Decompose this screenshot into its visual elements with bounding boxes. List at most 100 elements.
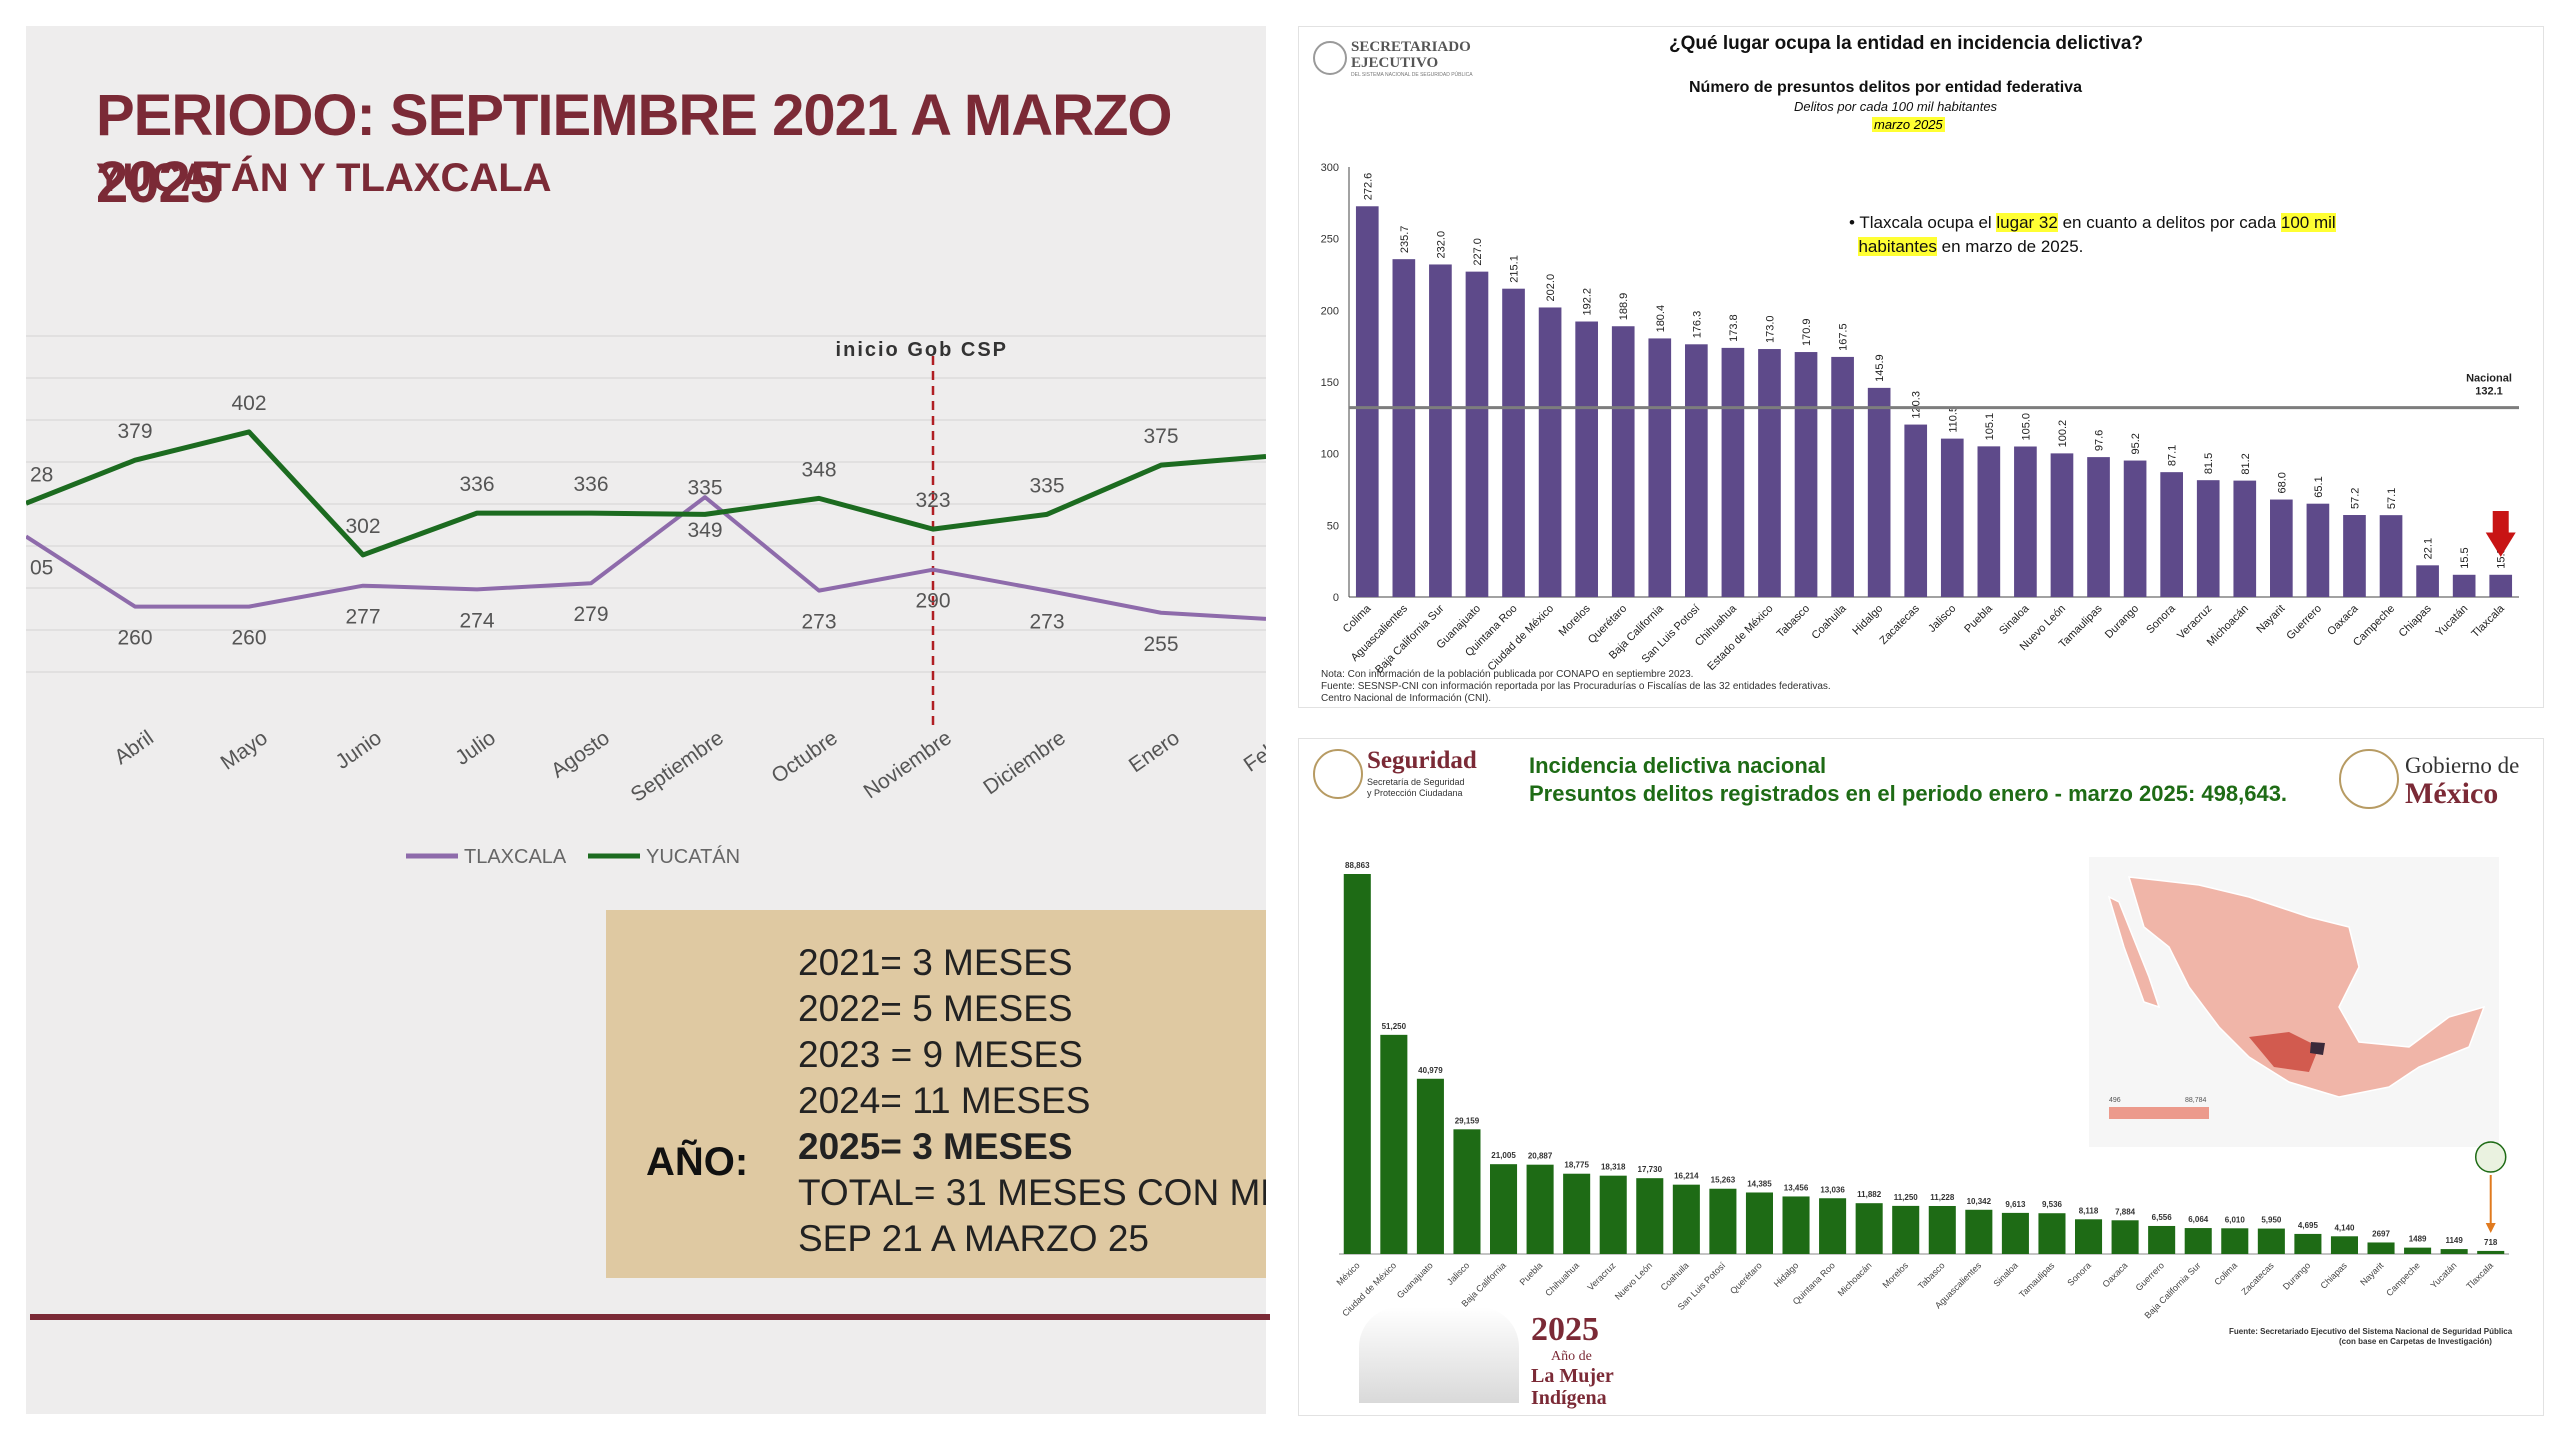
x-tick-label: México: [1334, 1260, 1361, 1287]
x-tick-label: Sinaloa: [1997, 602, 2032, 637]
bar-value-label: 235.7: [1399, 226, 1411, 254]
bar: [2196, 480, 2220, 597]
bar: [2294, 1233, 2322, 1254]
bar-value-label: 97.6: [2094, 430, 2106, 451]
tlaxcala-yucatan-line-chart: Abril Mayo Junio Julio Agosto Septiembre Octub…: [26, 335, 1266, 868]
bar: [2343, 515, 2366, 597]
x-tick-label: Tlaxcala: [2469, 602, 2507, 640]
x-tick-label: Querétaro: [1728, 1260, 1764, 1296]
bar: [1636, 1178, 1664, 1254]
data-label: 402: [231, 392, 266, 415]
x-tick-label: Diciembre: [979, 726, 1070, 799]
bar-value-label: 145.9: [1874, 354, 1886, 382]
year-summary-box: AÑO: 2021= 3 MESES 2022= 5 MESES 2023 = …: [606, 910, 1266, 1278]
x-tick-label: Hidalgo: [1772, 1260, 1801, 1289]
x-tick-label: Agosto: [547, 726, 614, 782]
bar-value-label: 17,730: [1638, 1165, 1663, 1174]
bar: [2038, 1213, 2066, 1254]
x-tick-label: Tabasco: [1916, 1260, 1947, 1291]
bar: [1782, 1196, 1810, 1254]
seguridad-sub1: Secretaría de Seguridad: [1367, 777, 1465, 787]
data-label: 255: [1143, 633, 1178, 656]
bar: [1977, 446, 2001, 597]
bar-value-label: 188.9: [1618, 293, 1630, 321]
bar: [2123, 460, 2147, 597]
footer-rule: [30, 1314, 1270, 1320]
bar: [1855, 1203, 1883, 1254]
bar-value-label: 2697: [2372, 1229, 2390, 1238]
bar-value-label: 87.1: [2167, 445, 2179, 466]
map-legend-high: 88,784: [2185, 1097, 2207, 1104]
bar-value-label: 6,556: [2152, 1213, 2173, 1222]
tlaxcala-region: [2310, 1042, 2325, 1055]
x-tick-label: Hidalgo: [1850, 603, 1885, 638]
bar-value-label: 57.1: [2386, 488, 2398, 509]
year-line: 2025= 3 MESES: [798, 1126, 1073, 1167]
seguridad-sub2: y Protección Ciudadana: [1367, 788, 1463, 798]
x-tick-label: Puebla: [1518, 1260, 1545, 1287]
bar: [2330, 1236, 2358, 1254]
bar: [1648, 338, 1672, 597]
bar: [2221, 1228, 2249, 1254]
bar: [2160, 472, 2183, 597]
source-line1: Fuente: Secretariado Ejecutivo del Siste…: [2229, 1327, 2513, 1336]
data-label: 335: [1029, 474, 1064, 497]
data-label: 05: [30, 556, 53, 579]
org-name-2: EJECUTIVO: [1351, 55, 1439, 71]
legend-label-tlaxcala: TLAXCALA: [464, 846, 567, 868]
bar: [1672, 1184, 1700, 1254]
data-label: 28: [30, 463, 53, 486]
line-chart-panel: PERIODO: SEPTIEMBRE 2021 A MARZO 2025 YU…: [26, 26, 1266, 1414]
data-label: 260: [117, 627, 152, 650]
x-tick-label: Tabasco: [1775, 603, 1812, 640]
gobierno-line2: México: [2405, 777, 2499, 810]
year-logo-sub1: Año de: [1551, 1349, 1592, 1364]
gobierno-line1: Gobierno de: [2405, 753, 2520, 778]
y-tick-label: 50: [1327, 520, 1339, 532]
bar: [1867, 387, 1891, 597]
bar: [1721, 347, 1745, 597]
x-tick-label: Estado de México: [1705, 603, 1775, 673]
year-line: SEP 21 A MARZO 25: [798, 1218, 1149, 1259]
year-logo-sub3: Indígena: [1531, 1387, 1607, 1409]
bar-value-label: 65.1: [2313, 476, 2325, 497]
data-label: 274: [459, 609, 494, 632]
year-logo-figures: [1359, 1307, 1519, 1403]
data-label: 379: [117, 420, 152, 443]
bar-value-label: 9,536: [2042, 1200, 2063, 1209]
bar-value-label: 170.9: [1801, 319, 1813, 347]
data-label: 273: [801, 611, 836, 634]
year-logo-number: 2025: [1531, 1311, 1599, 1348]
data-label: 336: [573, 473, 608, 496]
y-tick-label: 100: [1321, 449, 1339, 461]
bar-value-label: 15.5: [2459, 547, 2471, 568]
bar: [2087, 457, 2110, 597]
map-legend-low: 496: [2109, 1097, 2121, 1104]
x-tick-label: Campeche: [2384, 1260, 2422, 1298]
bar-value-label: 18,318: [1601, 1163, 1626, 1172]
bar-value-label: 13,456: [1784, 1183, 1809, 1192]
series-line-yucatán: [26, 429, 1266, 558]
bar: [2014, 446, 2037, 597]
footnote: Fuente: SESNSP-CNI con información repor…: [1321, 681, 1831, 692]
bar-value-label: 272.6: [1362, 173, 1374, 201]
question-title: ¿Qué lugar ocupa la entidad en incidenci…: [1669, 33, 2144, 54]
bar-value-label: 232.0: [1435, 231, 1447, 259]
bar-value-label: 5,950: [2261, 1216, 2282, 1225]
bar: [1758, 349, 1781, 597]
chart-title: Número de presuntos delitos por entidad …: [1689, 79, 2082, 96]
bar: [1392, 259, 1416, 597]
bar-value-label: 95.2: [2130, 433, 2142, 454]
x-tick-label: Guerrero: [2284, 603, 2324, 643]
bar: [2404, 1247, 2432, 1254]
x-tick-label: Zacatecas: [2239, 1260, 2276, 1297]
bar: [2148, 1225, 2176, 1254]
year-line: 2024= 11 MESES: [798, 1080, 1091, 1121]
bar-value-label: 227.0: [1472, 238, 1484, 266]
bar-value-label: 15,263: [1711, 1176, 1736, 1185]
bar-value-label: 4,140: [2334, 1223, 2355, 1232]
mexico-map: 496 88,784: [2089, 857, 2499, 1147]
data-label: 260: [231, 627, 266, 650]
bar-value-label: 110.5: [1947, 406, 1959, 433]
bar: [2477, 1250, 2505, 1254]
